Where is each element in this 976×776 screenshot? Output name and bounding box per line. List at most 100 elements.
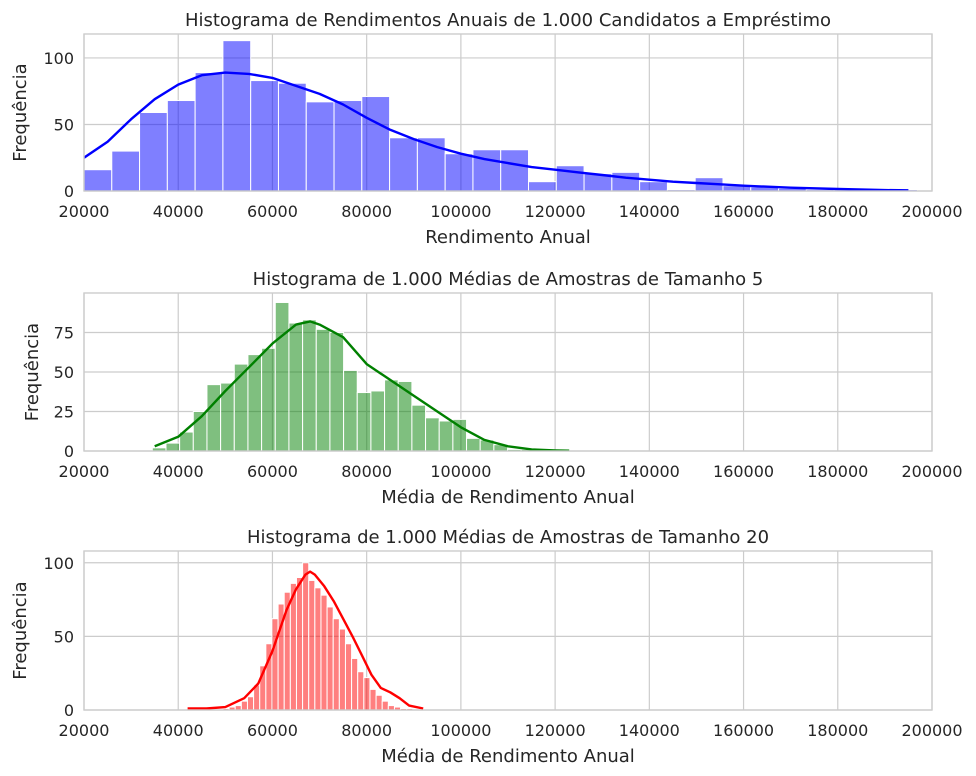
x-tick-label: 40000 bbox=[153, 202, 204, 221]
panel-1-ylabel: Frequência bbox=[22, 323, 43, 421]
histogram-bar bbox=[271, 618, 279, 710]
x-tick-label: 120000 bbox=[525, 721, 586, 740]
panel-2-ylabel: Frequência bbox=[10, 581, 31, 679]
histogram-bar bbox=[194, 72, 224, 191]
histogram-bar bbox=[314, 587, 322, 710]
panel-1-xlabel: Média de Rendimento Anual bbox=[381, 487, 635, 508]
x-tick-label: 160000 bbox=[713, 721, 774, 740]
x-tick-label: 140000 bbox=[619, 462, 680, 481]
y-tick-label: 100 bbox=[43, 554, 74, 573]
panel-2-title: Histograma de 1.000 Médias de Amostras d… bbox=[247, 527, 769, 548]
y-tick-label: 75 bbox=[54, 324, 74, 343]
panel-0-ylabel: Frequência bbox=[10, 63, 31, 161]
y-tick-label: 50 bbox=[54, 627, 74, 646]
histogram-bar bbox=[369, 688, 377, 710]
x-tick-label: 20000 bbox=[59, 721, 110, 740]
x-tick-label: 60000 bbox=[247, 462, 298, 481]
x-tick-label: 80000 bbox=[341, 462, 392, 481]
histogram-bar bbox=[375, 694, 383, 710]
panel-sample5-histogram: Histograma de 1.000 Médias de Amostras d… bbox=[22, 269, 963, 508]
histogram-bar bbox=[302, 562, 310, 710]
histogram-bar bbox=[344, 643, 353, 710]
x-tick-label: 140000 bbox=[619, 721, 680, 740]
histogram-bar bbox=[329, 332, 345, 451]
histogram-bar bbox=[333, 100, 363, 191]
histogram-bar bbox=[438, 420, 454, 451]
x-tick-label: 180000 bbox=[807, 462, 868, 481]
histogram-bar bbox=[356, 392, 372, 451]
histogram-bar bbox=[357, 671, 365, 710]
x-tick-label: 200000 bbox=[901, 202, 962, 221]
x-tick-label: 20000 bbox=[59, 462, 110, 481]
panel-income-histogram: Histograma de Rendimentos Anuais de 1.00… bbox=[10, 10, 963, 248]
x-tick-label: 20000 bbox=[59, 202, 110, 221]
histogram-bar bbox=[250, 80, 279, 191]
histogram-bar bbox=[320, 594, 328, 710]
panel-2-xlabel: Média de Rendimento Anual bbox=[381, 746, 635, 767]
x-tick-label: 180000 bbox=[807, 721, 868, 740]
histogram-bar bbox=[425, 417, 440, 451]
histogram-bar bbox=[363, 677, 371, 710]
histogram-bar bbox=[528, 181, 557, 191]
x-tick-label: 60000 bbox=[247, 202, 298, 221]
histogram-bar bbox=[411, 404, 427, 451]
histogram-bar bbox=[639, 181, 668, 191]
histogram-bar bbox=[206, 384, 222, 451]
x-tick-label: 120000 bbox=[525, 462, 586, 481]
histogram-bar bbox=[389, 137, 418, 191]
histogram-bar bbox=[246, 696, 255, 710]
histogram-bar bbox=[332, 618, 340, 710]
histogram-bar bbox=[165, 442, 181, 451]
x-tick-label: 120000 bbox=[525, 202, 586, 221]
histogram-bar bbox=[274, 301, 290, 451]
histogram-bar bbox=[222, 40, 252, 191]
panel-0-frame bbox=[83, 33, 933, 192]
x-tick-label: 60000 bbox=[247, 721, 298, 740]
histogram-bar bbox=[384, 379, 399, 451]
x-tick-label: 200000 bbox=[901, 462, 962, 481]
x-tick-label: 180000 bbox=[807, 202, 868, 221]
y-tick-label: 25 bbox=[54, 403, 74, 422]
x-tick-label: 200000 bbox=[901, 721, 962, 740]
panel-2-bars bbox=[222, 562, 414, 710]
x-tick-label: 160000 bbox=[713, 202, 774, 221]
histogram-bar bbox=[261, 347, 276, 451]
x-tick-label: 160000 bbox=[713, 462, 774, 481]
histogram-bar bbox=[370, 390, 386, 451]
histogram-bar bbox=[444, 153, 474, 191]
x-tick-label: 80000 bbox=[341, 721, 392, 740]
y-tick-label: 0 bbox=[64, 701, 74, 720]
x-tick-label: 140000 bbox=[619, 202, 680, 221]
kde-line bbox=[84, 71, 909, 191]
panel-2-grid bbox=[83, 551, 933, 711]
histogram-bar bbox=[343, 369, 358, 451]
histogram-bar bbox=[351, 657, 359, 710]
y-tick-label: 50 bbox=[54, 363, 74, 382]
kde-line bbox=[154, 320, 570, 451]
histogram-bar bbox=[166, 100, 196, 191]
histogram-bar bbox=[308, 579, 316, 710]
y-tick-label: 0 bbox=[64, 442, 74, 461]
x-tick-label: 100000 bbox=[430, 202, 491, 221]
histogram-bar bbox=[277, 82, 307, 191]
histogram-bar bbox=[247, 354, 263, 451]
panel-0-xlabel: Rendimento Anual bbox=[425, 227, 591, 248]
panel-2-frame bbox=[83, 550, 933, 711]
y-tick-label: 0 bbox=[64, 182, 74, 201]
histogram-bar bbox=[338, 628, 346, 710]
histogram-bar bbox=[466, 437, 481, 451]
x-tick-label: 40000 bbox=[153, 721, 204, 740]
histogram-bar bbox=[139, 112, 168, 191]
histogram-bar bbox=[611, 171, 641, 191]
histogram-bar bbox=[361, 96, 391, 191]
panel-sample20-histogram: Histograma de 1.000 Médias de Amostras d… bbox=[10, 527, 963, 767]
histogram-bar bbox=[315, 328, 331, 451]
x-tick-label: 100000 bbox=[430, 462, 491, 481]
histogram-bar bbox=[84, 169, 113, 191]
histogram-bar bbox=[240, 700, 248, 710]
histogram-bar bbox=[472, 149, 502, 191]
panel-1-title: Histograma de 1.000 Médias de Amostras d… bbox=[253, 269, 764, 290]
x-tick-label: 80000 bbox=[341, 202, 392, 221]
kde-line bbox=[187, 570, 424, 710]
histogram-bar bbox=[233, 363, 249, 451]
